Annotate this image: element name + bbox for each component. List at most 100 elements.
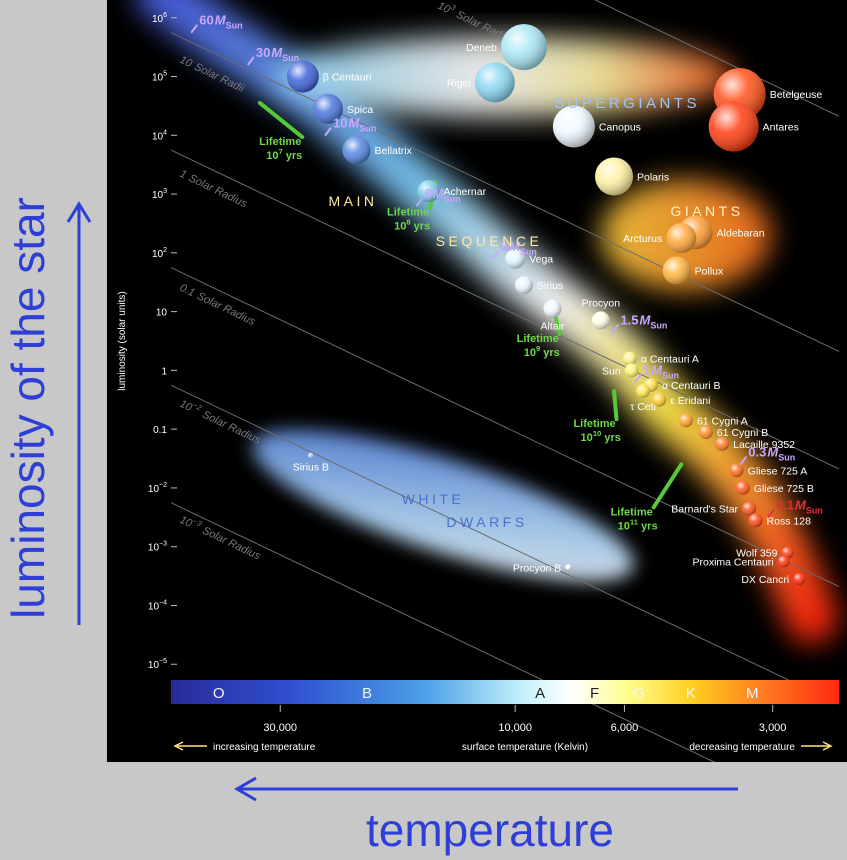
star-sheen bbox=[591, 311, 610, 330]
star-sheen bbox=[666, 223, 697, 254]
radius-line bbox=[594, 0, 840, 117]
mass-labels: 60MSun 30MSun 10MSun 6MSun 3MSun 1.5MSun 1MSun… bbox=[190, 13, 823, 519]
mass-tick bbox=[767, 508, 775, 519]
star-label: Proxima Centauri bbox=[693, 556, 774, 568]
label-giants: GIANTS bbox=[670, 203, 743, 219]
left-arrow-icon bbox=[234, 776, 738, 802]
mass-tick bbox=[739, 456, 748, 466]
y-tick-label: 10 bbox=[156, 308, 168, 319]
star-sheen bbox=[505, 248, 526, 269]
star-sheen bbox=[698, 425, 713, 440]
star-label: 61 Cygni B bbox=[717, 427, 768, 439]
mass-label: 0.1MSun bbox=[776, 498, 823, 516]
x-axis-label: surface temperature (Kelvin) bbox=[462, 742, 588, 753]
white-dwarf-glow bbox=[252, 429, 634, 582]
star-label: τ Ceti bbox=[630, 401, 656, 413]
star-label: Gliese 725 B bbox=[754, 483, 814, 495]
mass-tick bbox=[491, 250, 500, 260]
lifetime-label: Lifetime bbox=[611, 506, 653, 518]
star-sheen bbox=[735, 480, 750, 495]
star-sheen bbox=[777, 555, 790, 568]
star: Gliese 725 B bbox=[735, 480, 814, 495]
star-label: Sun bbox=[602, 365, 621, 377]
lifetime-label: Lifetime bbox=[517, 333, 559, 345]
radius-line-label: 10−2Solar Radius bbox=[178, 395, 264, 447]
star: Achernar bbox=[417, 180, 487, 203]
mass-label: 0.3MSun bbox=[748, 445, 795, 463]
x-tick-label: 3,000 bbox=[759, 722, 787, 734]
star: Sun bbox=[602, 363, 639, 378]
star-sheen bbox=[729, 463, 744, 478]
x-tick-label: 10,000 bbox=[498, 722, 532, 734]
star: DX Cancri bbox=[741, 573, 806, 586]
star: Gliese 725 A bbox=[729, 463, 808, 478]
star: Lacaille 9352 bbox=[715, 436, 795, 451]
star-label: Arcturus bbox=[623, 233, 662, 245]
lifetime-value: 107 yrs bbox=[266, 147, 302, 162]
star: α Centauri A bbox=[622, 351, 699, 366]
mass-label: 3MSun bbox=[501, 239, 537, 257]
y-tick-label: 10−2 bbox=[148, 482, 167, 495]
star: Procyon bbox=[582, 297, 620, 330]
star-sheen bbox=[514, 276, 533, 295]
star: Ross 128 bbox=[748, 513, 811, 528]
star-sheen bbox=[565, 564, 572, 571]
star: Sirius B bbox=[293, 452, 329, 474]
x-tick-label: 6,000 bbox=[611, 722, 639, 734]
y-tick-label: 0.1 bbox=[153, 425, 167, 436]
radius-line bbox=[170, 149, 840, 470]
mass-tick bbox=[611, 323, 620, 334]
label-dwarfs: DWARFS bbox=[446, 514, 527, 530]
label-sequence: SEQUENCE bbox=[436, 233, 543, 249]
star: Pollux bbox=[662, 256, 724, 285]
star-label: Aldebaran bbox=[717, 227, 765, 239]
star-label: Pollux bbox=[695, 265, 724, 277]
star: Polaris bbox=[595, 157, 669, 196]
y-axis-label: luminosity (solar units) bbox=[117, 291, 128, 390]
star-sheen bbox=[417, 180, 440, 203]
star: Spica bbox=[312, 93, 373, 124]
star-sheen bbox=[742, 501, 757, 516]
mass-tick bbox=[415, 197, 424, 207]
spectral-class-label: F bbox=[590, 685, 599, 702]
star-label: Barnard's Star bbox=[671, 504, 738, 516]
star-sheen bbox=[678, 413, 693, 428]
star: 61 Cygni A bbox=[678, 413, 748, 428]
lifetime-pointer bbox=[651, 462, 684, 510]
star-sheen bbox=[652, 392, 667, 407]
lifetime-value: 1010 yrs bbox=[581, 429, 621, 444]
star: Altair bbox=[541, 299, 565, 333]
lifetime-value: 109 yrs bbox=[524, 344, 560, 359]
y-axis-caption: luminosity of the star bbox=[2, 197, 54, 619]
lifetime-pointer bbox=[612, 388, 619, 422]
star-label: DX Cancri bbox=[741, 574, 789, 586]
lifetime-pointer bbox=[257, 100, 305, 140]
spectral-class-label: G bbox=[633, 685, 645, 702]
x-axis-caption: temperature bbox=[365, 804, 614, 856]
y-tick-label: 106 bbox=[152, 12, 167, 25]
star-sheen bbox=[286, 60, 319, 93]
label-main: MAIN bbox=[329, 193, 378, 209]
star-sheen bbox=[552, 105, 595, 148]
x-tick-label: 30,000 bbox=[263, 722, 297, 734]
lifetime-value: 1011 yrs bbox=[618, 517, 658, 532]
star-sheen bbox=[708, 101, 759, 152]
y-tick-label: 1 bbox=[161, 366, 167, 377]
y-tick-label: 102 bbox=[152, 247, 167, 260]
spectral-class-label: A bbox=[535, 685, 545, 702]
star-label: α Centauri B bbox=[662, 380, 721, 392]
star: Vega bbox=[505, 248, 553, 269]
star-label: Gliese 725 A bbox=[748, 465, 808, 477]
mass-label: 1.5MSun bbox=[620, 312, 667, 330]
star-label: ε Eridani bbox=[670, 395, 710, 407]
star-label: Vega bbox=[529, 254, 553, 266]
star-label: Procyon B bbox=[513, 562, 561, 574]
stars: β Centauri Spica Bellatrix Deneb Rigel Achern… bbox=[286, 24, 822, 586]
star-sheen bbox=[662, 256, 691, 285]
x-right-note: decreasing temperature bbox=[689, 742, 795, 753]
star-sheen bbox=[500, 24, 547, 71]
star: Sirius bbox=[514, 276, 563, 295]
radius-line bbox=[170, 32, 840, 352]
